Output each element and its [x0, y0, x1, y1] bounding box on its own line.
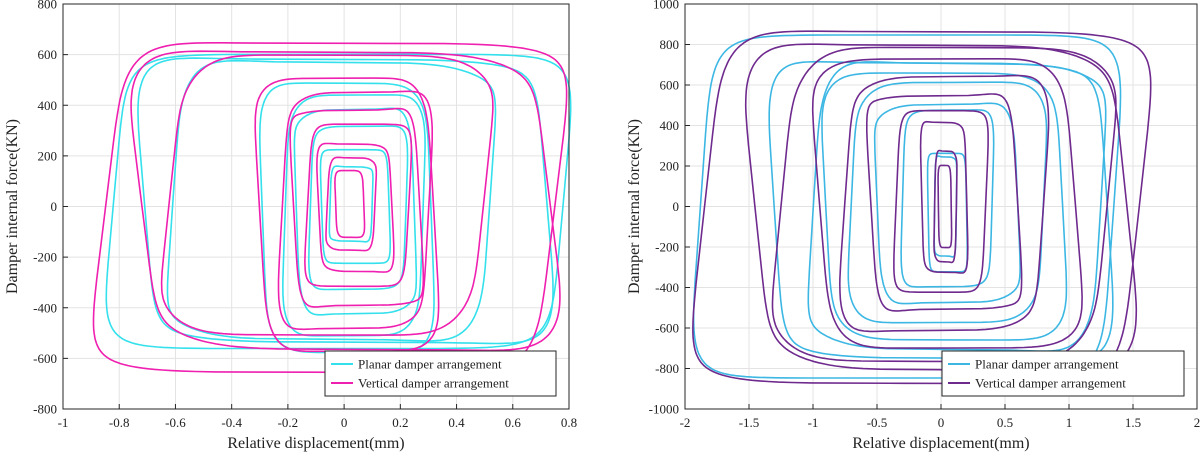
x-tick-label: 0.5 — [997, 415, 1013, 430]
legend: Planar damper arrangement Vertical damper… — [324, 350, 557, 397]
y-tick-label: 600 — [38, 47, 58, 62]
legend-entry: Planar damper arrangement — [358, 357, 502, 372]
hysteresis-loop — [821, 72, 1068, 341]
hysteresis-loop — [900, 109, 995, 288]
y-tick-label: -800 — [655, 361, 679, 376]
legend-box — [941, 350, 1185, 397]
x-tick-label: 1.5 — [1125, 415, 1141, 430]
hysteresis-loop — [277, 90, 433, 331]
legend-box — [324, 350, 557, 397]
x-tick-label: 2 — [1194, 415, 1200, 430]
x-tick-label: -0.5 — [867, 415, 888, 430]
x-tick-label: -0.8 — [109, 415, 130, 430]
hysteresis-loop — [919, 120, 969, 274]
hysteresis-loop — [325, 156, 378, 252]
x-tick-label: 0 — [341, 415, 348, 430]
series-1 — [692, 34, 1122, 379]
y-tick-label: 800 — [38, 0, 58, 12]
hysteresis-loop — [873, 102, 1021, 305]
y-tick-label: 400 — [38, 98, 58, 113]
y-tick-label: 600 — [660, 78, 680, 93]
y-tick-label: -600 — [655, 321, 679, 336]
hysteresis-loop — [811, 58, 1083, 349]
x-tick-label: -1 — [808, 415, 819, 430]
legend-entry: Planar damper arrangement — [975, 357, 1119, 372]
y-axis-label: Damper internal force(KN) — [626, 119, 643, 294]
y-tick-label: 0 — [51, 199, 58, 214]
y-tick-label: -200 — [33, 250, 57, 265]
x-tick-label: -0.2 — [278, 415, 299, 430]
hysteresis-loop — [308, 125, 409, 291]
hysteresis-loop — [839, 74, 1050, 333]
legend-entry: Vertical damper arrangement — [975, 376, 1126, 391]
hysteresis-loop — [334, 169, 366, 239]
hysteresis-loop — [807, 61, 1107, 352]
x-tick-label: -1 — [58, 415, 69, 430]
y-tick-label: 200 — [38, 148, 58, 163]
x-tick-label: -2 — [680, 415, 691, 430]
hysteresis-loop — [316, 142, 395, 273]
x-tick-label: -1.5 — [739, 415, 760, 430]
x-tick-label: 0 — [938, 415, 945, 430]
hysteresis-loop — [282, 94, 426, 337]
legend: Planar damper arrangement Vertical damper… — [941, 350, 1185, 397]
x-tick-label: 0.2 — [392, 415, 408, 430]
hysteresis-loop — [160, 54, 494, 336]
hysteresis-loop — [893, 109, 989, 293]
hysteresis-loop — [130, 50, 561, 352]
y-tick-label: 400 — [660, 118, 680, 133]
y-tick-label: -400 — [655, 280, 679, 295]
chart-1: -1 -0.8 -0.6 -0.4 -0.2 0 0.2 0.4 0.6 0.8 -800 -600 -… — [4, 0, 577, 452]
y-tick-label: 800 — [660, 37, 680, 52]
hysteresis-loop — [289, 107, 425, 308]
hysteresis-loop — [137, 57, 554, 345]
hysteresis-loop — [254, 77, 440, 353]
y-tick-label: -800 — [33, 402, 57, 417]
x-tick-label: 0.6 — [505, 415, 522, 430]
x-tick-label: -0.4 — [221, 415, 242, 430]
x-axis-label: Relative displacement(mm) — [227, 435, 404, 452]
series-2 — [692, 30, 1152, 385]
legend-entry: Vertical damper arrangement — [358, 376, 509, 391]
y-tick-label: -1000 — [649, 402, 679, 417]
y-tick-label: -200 — [655, 240, 679, 255]
y-tick-label: -600 — [33, 351, 57, 366]
chart-2: -2 -1.5 -1 -0.5 0 0.5 1 1.5 2 -1000 -800 -600 -400 -2… — [626, 0, 1200, 452]
x-tick-label: 1 — [1066, 415, 1073, 430]
y-tick-label: 0 — [673, 199, 680, 214]
hysteresis-loop — [304, 123, 413, 288]
hysteresis-loop — [319, 148, 391, 265]
hysteresis-loop — [933, 149, 958, 264]
x-tick-label: -0.6 — [165, 415, 186, 430]
x-axis-label: Relative displacement(mm) — [852, 435, 1029, 452]
hysteresis-loop — [328, 165, 374, 243]
hysteresis-loop — [293, 107, 418, 316]
y-axis-label: Damper internal force(KN) — [4, 119, 21, 294]
hysteresis-loop — [847, 81, 1048, 324]
hysteresis-loop — [926, 152, 968, 273]
hysteresis-loop — [105, 53, 572, 350]
y-tick-label: 200 — [660, 159, 680, 174]
x-tick-label: 0.4 — [448, 415, 465, 430]
hysteresis-loop — [166, 59, 497, 342]
x-tick-label: 0.8 — [561, 415, 577, 430]
hysteresis-loop — [866, 93, 1023, 312]
y-tick-label: -400 — [33, 300, 57, 315]
y-tick-label: 1000 — [653, 0, 679, 12]
hysteresis-loop — [937, 164, 953, 249]
